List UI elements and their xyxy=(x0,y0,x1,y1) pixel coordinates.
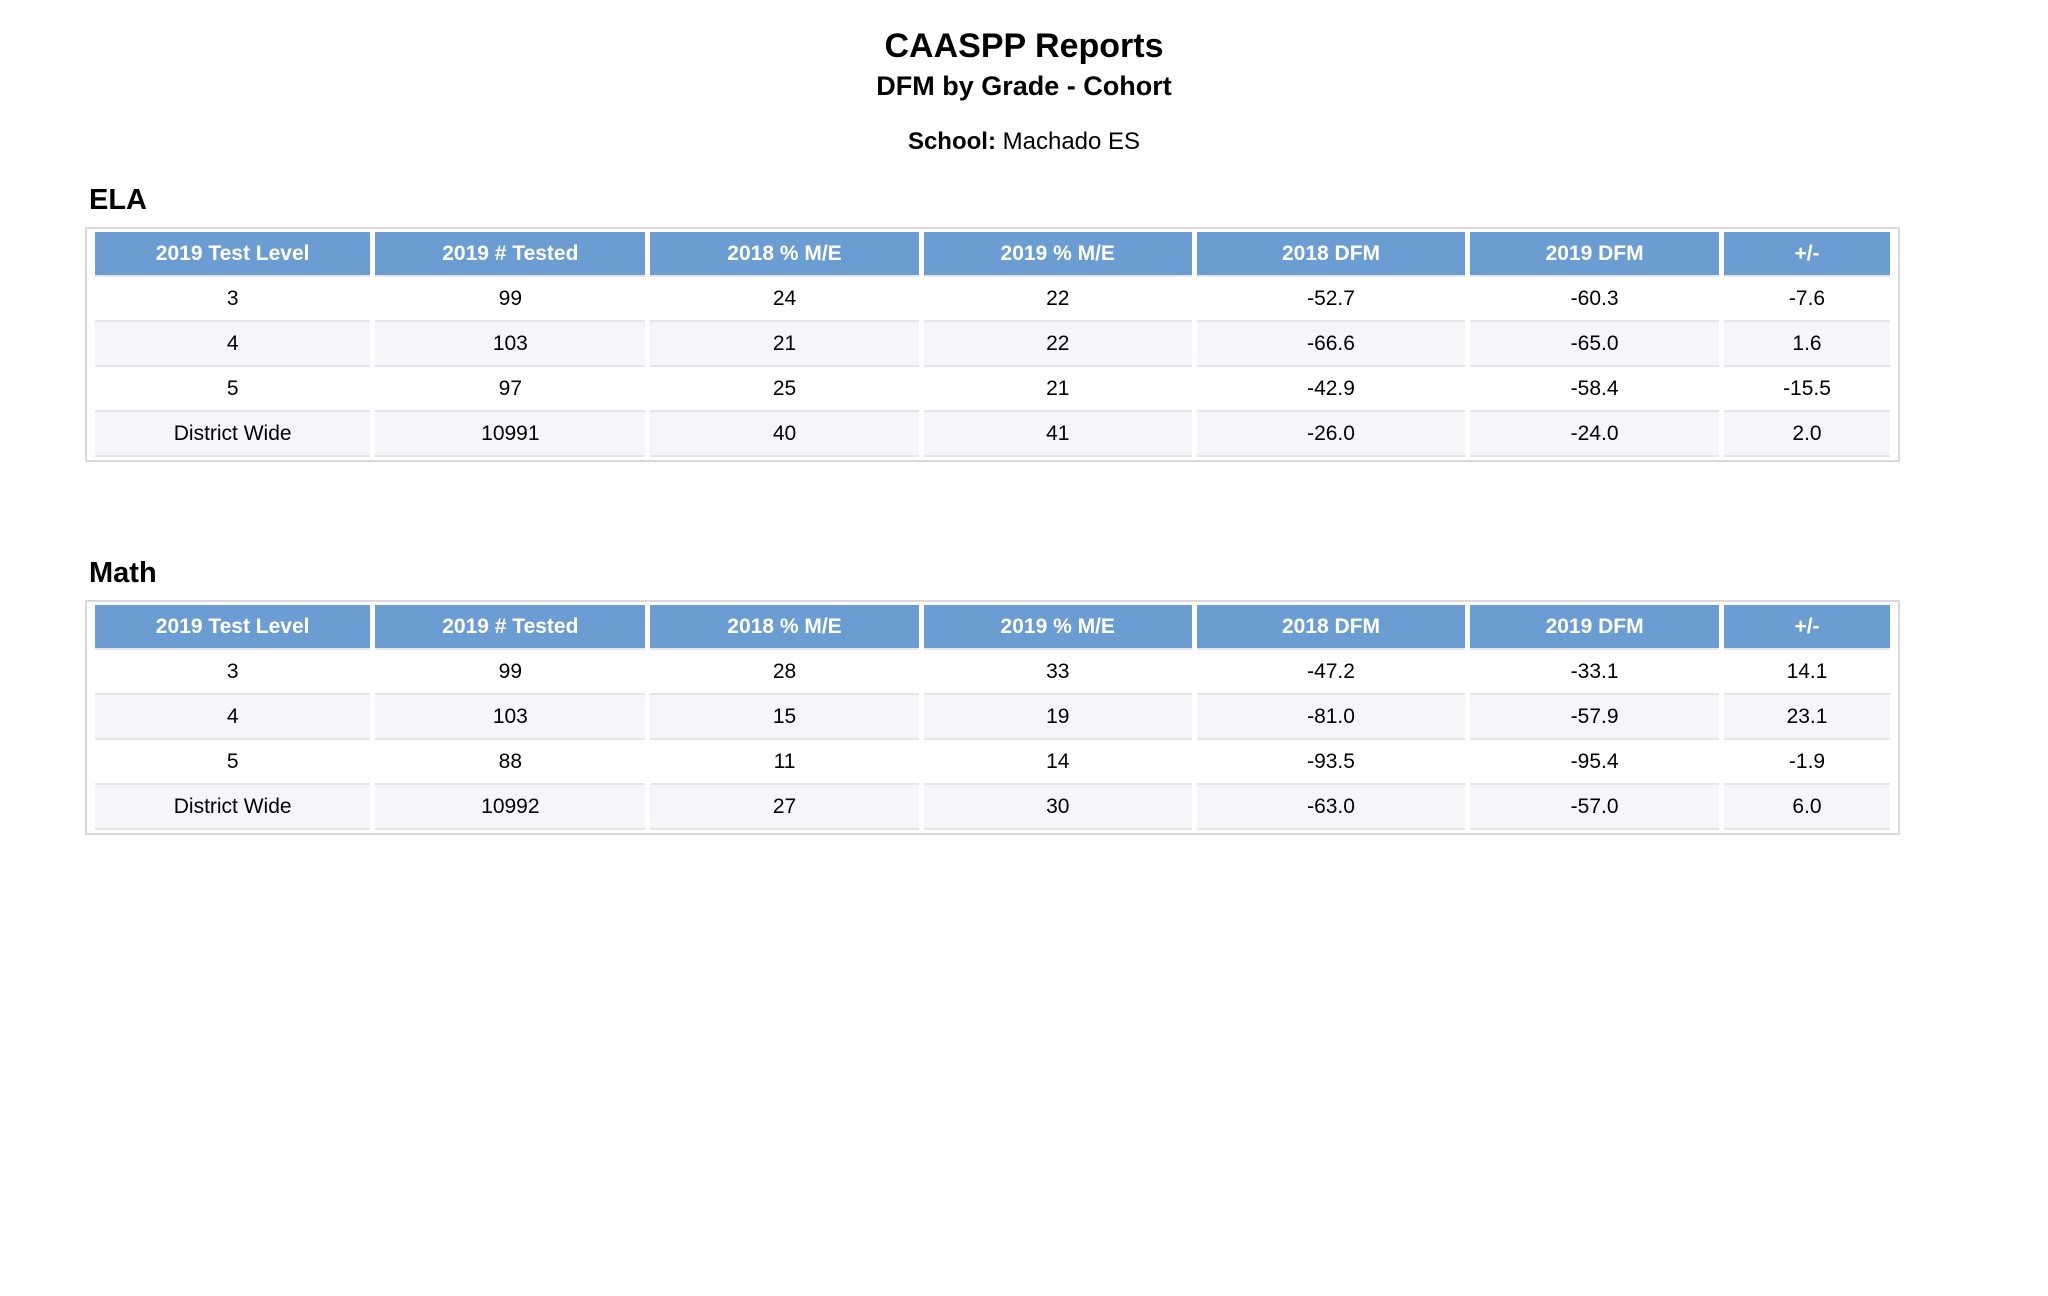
table-cell: District Wide xyxy=(95,412,371,457)
table-cell: -57.9 xyxy=(1470,695,1720,740)
table-cell: -81.0 xyxy=(1196,695,1466,740)
table-cell: 5 xyxy=(95,740,371,785)
table-cell: -1.9 xyxy=(1724,740,1890,785)
table-cell: 22 xyxy=(923,277,1192,322)
table-cell: 25 xyxy=(650,367,919,412)
column-header: 2018 % M/E xyxy=(650,605,919,650)
table-cell: -15.5 xyxy=(1724,367,1890,412)
table-cell: 33 xyxy=(923,650,1192,695)
header-row: 2019 Test Level 2019 # Tested 2018 % M/E 20… xyxy=(95,605,1890,650)
table-cell: -33.1 xyxy=(1470,650,1720,695)
math-table: 2019 Test Level 2019 # Tested 2018 % M/E 20… xyxy=(90,605,1895,830)
column-header: 2019 Test Level xyxy=(95,605,371,650)
table-cell: -93.5 xyxy=(1196,740,1466,785)
table-cell: 6.0 xyxy=(1724,785,1890,830)
table-cell: 14.1 xyxy=(1724,650,1890,695)
table-cell: 88 xyxy=(375,740,646,785)
table-cell: 103 xyxy=(375,695,646,740)
column-header: +/- xyxy=(1724,232,1890,277)
table-cell: 19 xyxy=(923,695,1192,740)
table-cell: 24 xyxy=(650,277,919,322)
table-cell: 21 xyxy=(650,322,919,367)
table-cell: District Wide xyxy=(95,785,371,830)
math-table-frame: 2019 Test Level 2019 # Tested 2018 % M/E 20… xyxy=(85,600,1900,835)
table-row: 3 99 28 33 -47.2 -33.1 14.1 xyxy=(95,650,1890,695)
ela-table-frame: 2019 Test Level 2019 # Tested 2018 % M/E 20… xyxy=(85,227,1900,462)
table-cell: -65.0 xyxy=(1470,322,1720,367)
ela-section-title: ELA xyxy=(89,184,147,216)
table-row: District Wide 10992 27 30 -63.0 -57.0 6.0 xyxy=(95,785,1890,830)
table-cell: -57.0 xyxy=(1470,785,1720,830)
column-header: 2019 % M/E xyxy=(923,232,1192,277)
table-row: 4 103 15 19 -81.0 -57.9 23.1 xyxy=(95,695,1890,740)
table-cell: 22 xyxy=(923,322,1192,367)
table-cell: 23.1 xyxy=(1724,695,1890,740)
table-cell: 99 xyxy=(375,277,646,322)
table-cell: -52.7 xyxy=(1196,277,1466,322)
table-cell: 40 xyxy=(650,412,919,457)
table-cell: -58.4 xyxy=(1470,367,1720,412)
table-cell: 3 xyxy=(95,277,371,322)
table-cell: 27 xyxy=(650,785,919,830)
table-cell: 4 xyxy=(95,695,371,740)
table-cell: 1.6 xyxy=(1724,322,1890,367)
ela-table: 2019 Test Level 2019 # Tested 2018 % M/E 20… xyxy=(90,232,1895,457)
column-header: 2019 # Tested xyxy=(375,232,646,277)
table-cell: -63.0 xyxy=(1196,785,1466,830)
table-row: 5 97 25 21 -42.9 -58.4 -15.5 xyxy=(95,367,1890,412)
table-cell: -66.6 xyxy=(1196,322,1466,367)
table-row: 3 99 24 22 -52.7 -60.3 -7.6 xyxy=(95,277,1890,322)
math-section: Math 2019 Test Level 2019 # Tested 2018 % … xyxy=(85,557,1900,835)
report-header: CAASPP Reports DFM by Grade - Cohort Sch… xyxy=(0,0,2048,156)
page-title: CAASPP Reports xyxy=(884,27,1164,65)
table-cell: 21 xyxy=(923,367,1192,412)
table-cell: 15 xyxy=(650,695,919,740)
school-label: School: xyxy=(907,128,996,155)
table-cell: -7.6 xyxy=(1724,277,1890,322)
table-cell: -42.9 xyxy=(1196,367,1466,412)
table-cell: 30 xyxy=(923,785,1192,830)
table-cell: -95.4 xyxy=(1470,740,1720,785)
column-header: 2019 Test Level xyxy=(95,232,371,277)
table-cell: 10991 xyxy=(375,412,646,457)
table-cell: -24.0 xyxy=(1470,412,1720,457)
table-cell: 11 xyxy=(650,740,919,785)
table-cell: 4 xyxy=(95,322,371,367)
column-header: 2018 % M/E xyxy=(650,232,919,277)
table-cell: 41 xyxy=(923,412,1192,457)
column-header: 2018 DFM xyxy=(1196,232,1466,277)
table-cell: 99 xyxy=(375,650,646,695)
ela-section: ELA 2019 Test Level 2019 # Tested 2018 % M… xyxy=(85,184,1900,462)
table-cell: 97 xyxy=(375,367,646,412)
header-row: 2019 Test Level 2019 # Tested 2018 % M/E 20… xyxy=(95,232,1890,277)
column-header: 2019 % M/E xyxy=(923,605,1192,650)
table-cell: 3 xyxy=(95,650,371,695)
column-header: 2018 DFM xyxy=(1196,605,1466,650)
page-subtitle: DFM by Grade - Cohort xyxy=(876,71,1172,101)
column-header: 2019 # Tested xyxy=(375,605,646,650)
school-line: School: Machado ES xyxy=(0,128,2048,156)
table-cell: -47.2 xyxy=(1196,650,1466,695)
math-section-title: Math xyxy=(89,557,157,589)
table-cell: 14 xyxy=(923,740,1192,785)
table-row: 5 88 11 14 -93.5 -95.4 -1.9 xyxy=(95,740,1890,785)
school-name: Machado ES xyxy=(1002,128,1141,155)
table-row: District Wide 10991 40 41 -26.0 -24.0 2.0 xyxy=(95,412,1890,457)
column-header: 2019 DFM xyxy=(1470,232,1720,277)
column-header: +/- xyxy=(1724,605,1890,650)
column-header: 2019 DFM xyxy=(1470,605,1720,650)
table-cell: -26.0 xyxy=(1196,412,1466,457)
table-cell: -60.3 xyxy=(1470,277,1720,322)
table-cell: 10992 xyxy=(375,785,646,830)
table-cell: 28 xyxy=(650,650,919,695)
table-cell: 2.0 xyxy=(1724,412,1890,457)
table-cell: 103 xyxy=(375,322,646,367)
table-cell: 5 xyxy=(95,367,371,412)
table-row: 4 103 21 22 -66.6 -65.0 1.6 xyxy=(95,322,1890,367)
